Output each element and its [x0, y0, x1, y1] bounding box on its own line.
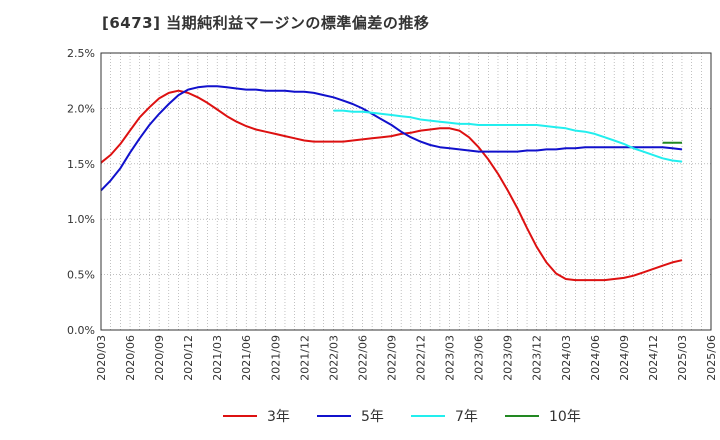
y-tick-label: 2.5%: [67, 47, 95, 60]
x-tick-label: 2021/09: [269, 335, 282, 381]
x-tick-label: 2020/06: [124, 335, 137, 381]
x-tick-label: 2020/12: [182, 335, 195, 381]
y-tick-label: 1.0%: [67, 213, 95, 226]
x-tick-label: 2023/03: [444, 335, 457, 381]
x-tick-label: 2023/09: [502, 335, 515, 381]
x-tick-label: 2024/03: [560, 335, 573, 381]
chart-title: [6473] 当期純利益マージンの標準偏差の推移: [102, 14, 430, 32]
x-tick-label: 2025/06: [705, 335, 718, 381]
legend-swatch: [411, 415, 445, 417]
x-tick-label: 2020/03: [95, 335, 108, 381]
x-tick-label: 2022/12: [415, 335, 428, 381]
x-tick-label: 2024/06: [589, 335, 602, 381]
y-tick-label: 2.0%: [67, 102, 95, 115]
legend-label: 3年: [267, 409, 290, 425]
x-axis-ticks: 2020/03 2020/06 2020/09 2020/12 2021/03 2021/…: [95, 335, 718, 381]
legend-swatch: [317, 415, 351, 417]
x-tick-label: 2023/12: [531, 335, 544, 381]
x-tick-label: 2024/09: [618, 335, 631, 381]
x-tick-label: 2024/12: [647, 335, 660, 381]
x-tick-label: 2021/12: [298, 335, 311, 381]
x-tick-label: 2025/03: [676, 335, 689, 381]
y-tick-label: 1.5%: [67, 158, 95, 171]
legend-label: 7年: [455, 409, 478, 425]
x-tick-label: 2023/06: [473, 335, 486, 381]
y-tick-label: 0.0%: [67, 324, 95, 337]
y-axis-ticks: 0.0% 0.5% 1.0% 1.5% 2.0% 2.5%: [67, 47, 95, 337]
x-tick-label: 2022/03: [327, 335, 340, 381]
plot-frame: [100, 52, 712, 331]
series-lines: [100, 85, 683, 282]
legend-swatch: [223, 415, 257, 417]
legend-label: 5年: [361, 409, 384, 425]
legend-item: 3年: [223, 404, 290, 428]
x-tick-label: 2021/06: [240, 335, 253, 381]
series-line-3年: [100, 89, 683, 282]
x-tick-label: 2020/09: [153, 335, 166, 381]
legend: 3年 5年 7年 10年: [0, 404, 720, 428]
grid: [101, 52, 711, 331]
legend-item: 7年: [411, 404, 478, 428]
series-line-7年: [333, 109, 683, 163]
x-tick-label: 2022/06: [356, 335, 369, 381]
legend-label: 10年: [549, 409, 581, 425]
y-tick-label: 0.5%: [67, 269, 95, 282]
x-tick-label: 2022/09: [385, 335, 398, 381]
x-tick-label: 2021/03: [211, 335, 224, 381]
legend-item: 10年: [505, 404, 581, 428]
legend-swatch: [505, 415, 539, 417]
series-line-5年: [100, 85, 683, 192]
legend-item: 5年: [317, 404, 384, 428]
